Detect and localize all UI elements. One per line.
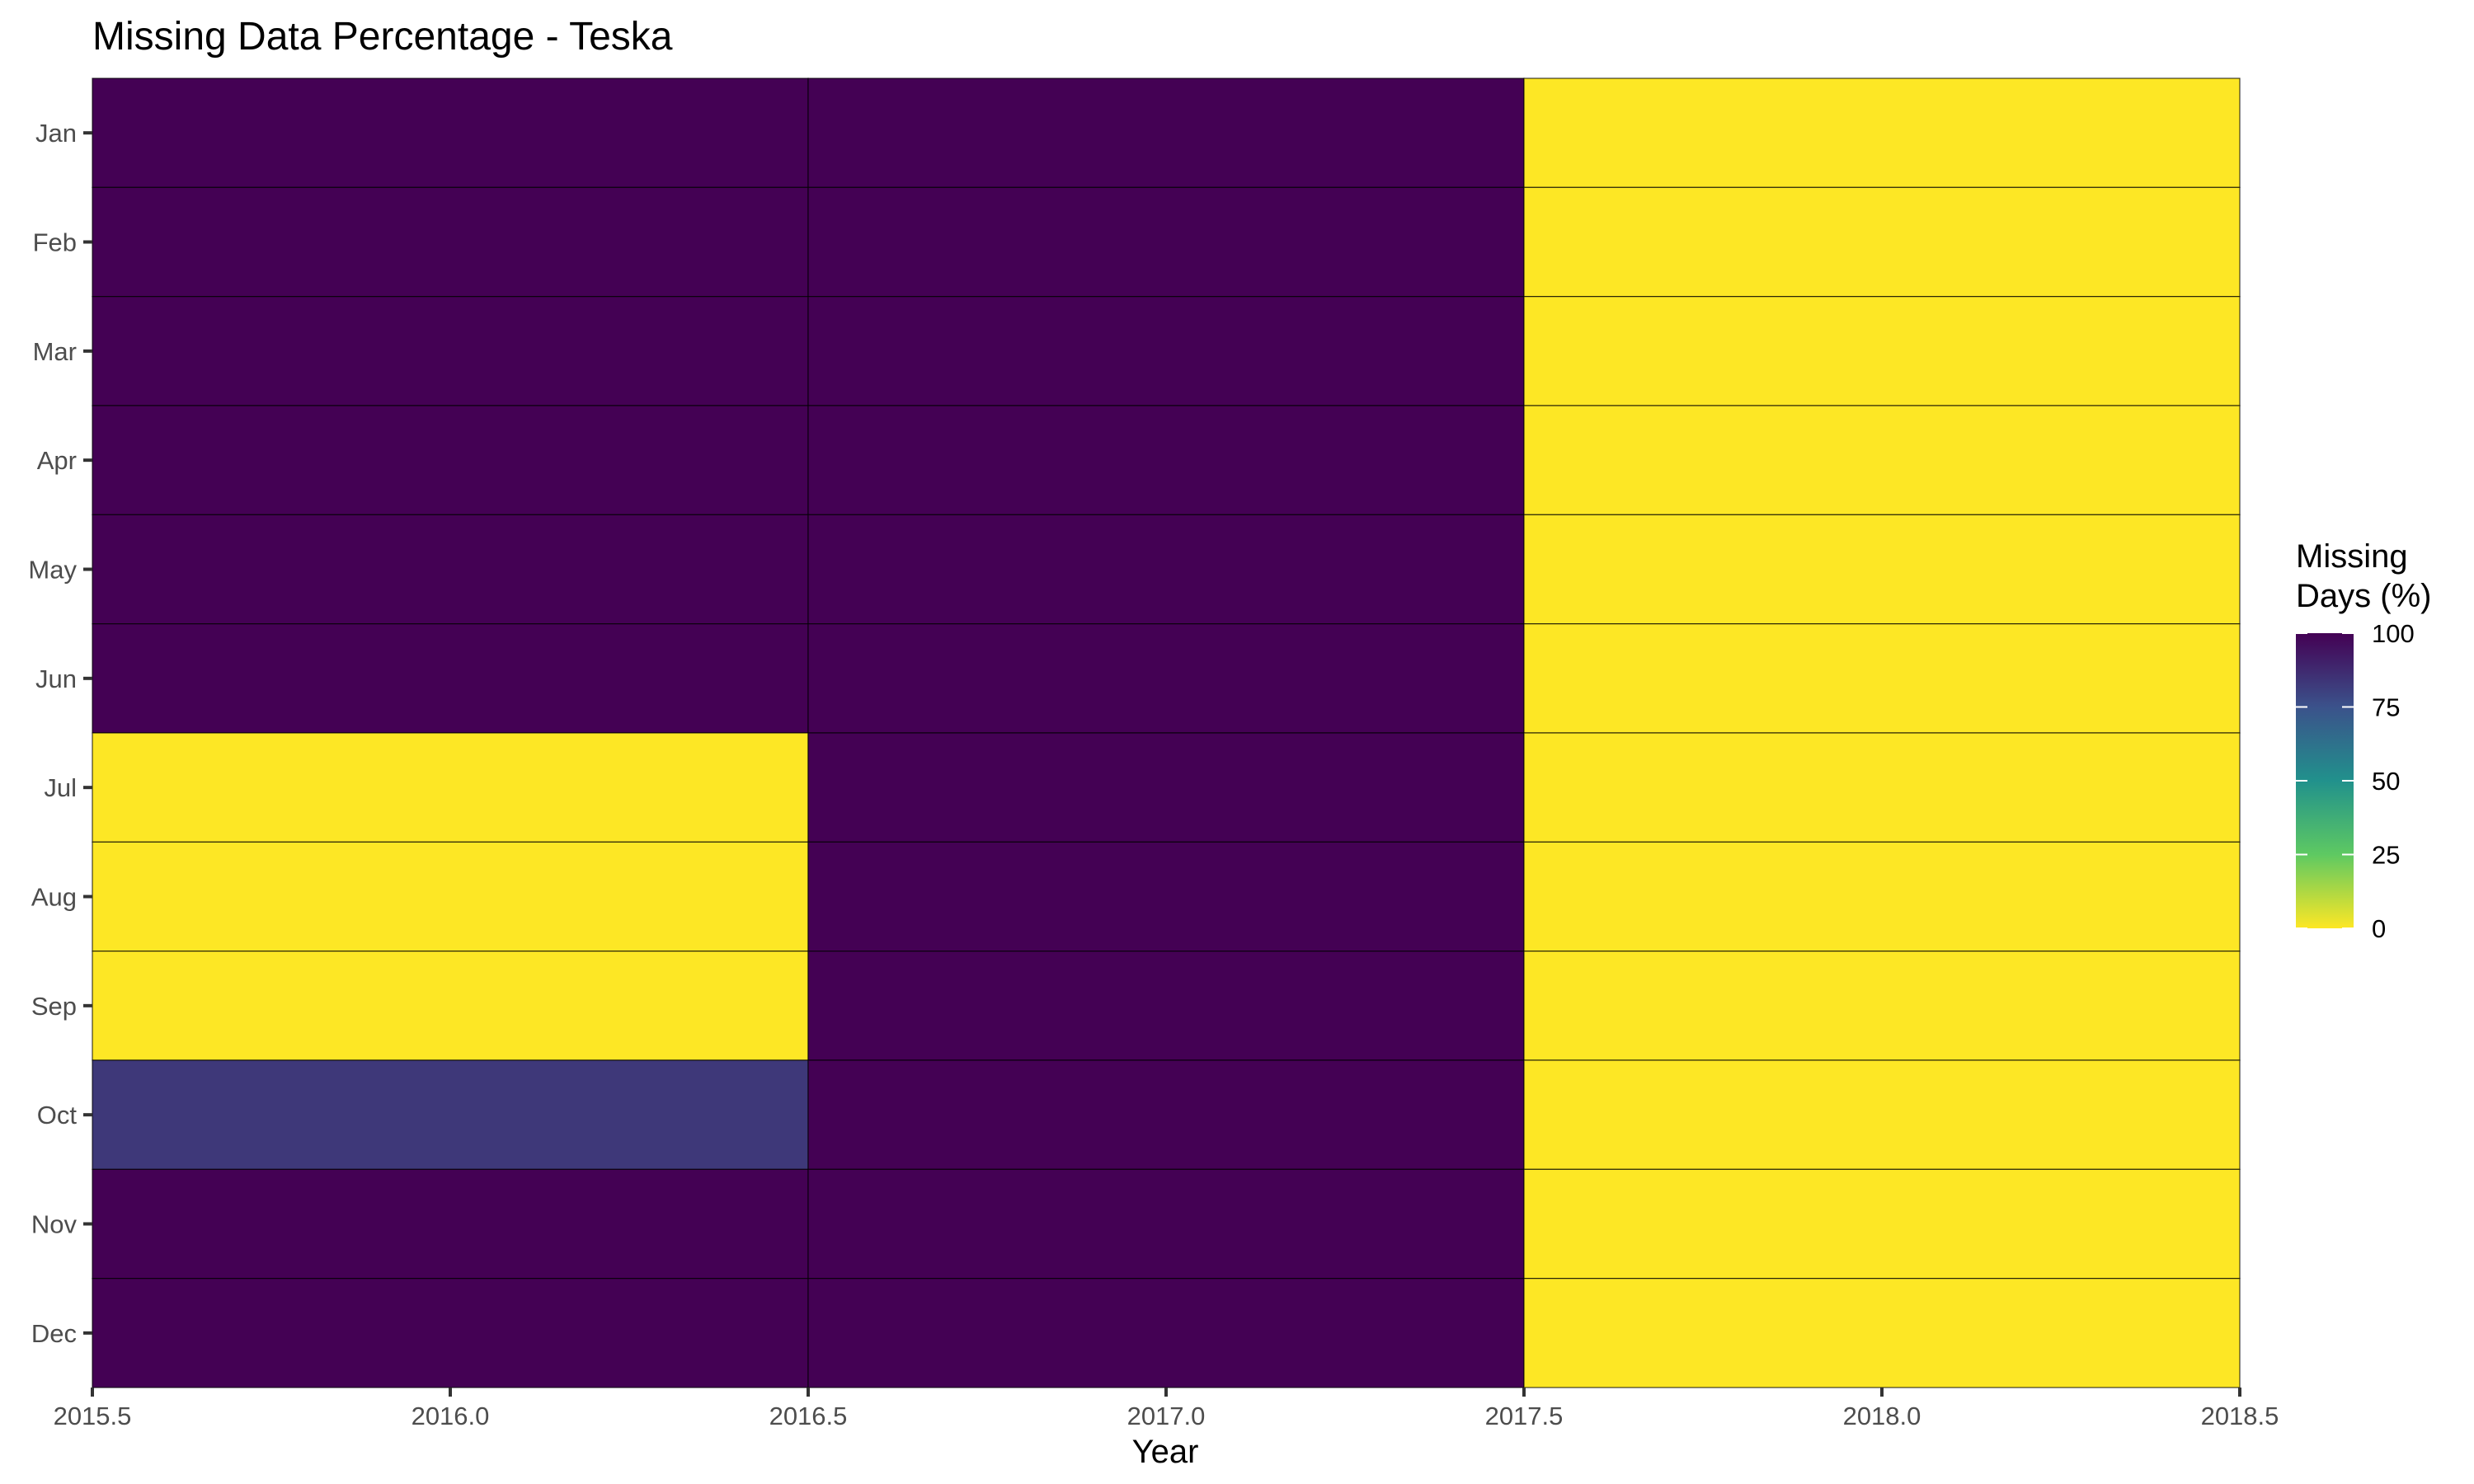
y-tick-label-jul: Jul [44,773,77,802]
legend-title-line-2: Days (%) [2296,578,2431,614]
heatmap-cell-oct-2017 [807,1059,1525,1170]
heatmap-cell-aug-2016 [92,841,809,952]
heatmap-cell-mar-2018 [1523,296,2241,406]
y-axis: Jan Feb Mar Apr May Jun Jul Aug Sep Oct Nov Dec [28,119,92,1348]
heatmap-cell-aug-2017 [807,841,1525,952]
y-tick-label-feb: Feb [33,228,77,257]
heatmap-cell-apr-2016 [92,405,809,515]
heatmap-cell-feb-2018 [1523,186,2241,298]
heatmap-cell-sep-2016 [92,951,809,1061]
x-tick-label-2016-0: 2016.0 [412,1402,490,1430]
y-tick-label-nov: Nov [31,1210,78,1239]
y-tick-label-apr: Apr [37,446,77,475]
heatmap-cell-jan-2016 [92,77,809,188]
heatmap-cell-jun-2018 [1523,623,2241,734]
legend-tick-label-75: 75 [2372,693,2400,722]
x-tick-label-2015-5: 2015.5 [54,1402,132,1430]
heatmap-cell-may-2016 [92,514,809,625]
heatmap-cell-aug-2018 [1523,841,2241,952]
x-axis-title: Year [1132,1434,1199,1470]
heatmap-cell-feb-2017 [807,186,1525,298]
heatmap-cell-jan-2018 [1523,77,2241,188]
heatmap-cell-feb-2016 [92,186,809,298]
heatmap-cell-sep-2017 [807,951,1525,1061]
heatmap-cell-oct-2016 [92,1059,809,1170]
legend-tick-label-25: 25 [2372,841,2400,870]
heatmap-cell-dec-2018 [1523,1278,2241,1388]
heatmap-cell-mar-2016 [92,296,809,406]
heatmap-cell-dec-2017 [807,1278,1525,1388]
y-tick-label-jun: Jun [35,665,77,693]
heatmap-cell-jan-2017 [807,77,1525,188]
y-tick-label-dec: Dec [31,1319,77,1348]
heatmap-cell-dec-2016 [92,1278,809,1388]
heatmap-cell-sep-2018 [1523,951,2241,1061]
y-tick-label-mar: Mar [33,337,77,366]
heatmap-cell-jul-2017 [807,732,1525,843]
x-tick-label-2016-5: 2016.5 [769,1402,848,1430]
heatmap-cell-jul-2018 [1523,732,2241,843]
x-tick-label-2017-5: 2017.5 [1485,1402,1564,1430]
heatmap-cell-may-2018 [1523,514,2241,625]
x-tick-label-2018-0: 2018.0 [1843,1402,1921,1430]
x-tick-label-2018-5: 2018.5 [2201,1402,2279,1430]
y-tick-label-may: May [28,556,77,585]
heatmap-cell-apr-2018 [1523,405,2241,515]
heatmap-cell-may-2017 [807,514,1525,625]
legend-title-line-1: Missing [2296,538,2408,575]
heatmap-cell-jul-2016 [92,732,809,843]
heatmap-cell-jun-2017 [807,623,1525,734]
heatmap-cells [92,77,2241,1388]
x-tick-label-2017-0: 2017.0 [1127,1402,1206,1430]
x-axis: 2015.5 2016.0 2016.5 2017.0 2017.5 2018.0 2018… [54,1388,2279,1430]
heatmap-cell-apr-2017 [807,405,1525,515]
y-tick-label-oct: Oct [37,1101,78,1129]
legend-tick-label-100: 100 [2372,619,2415,648]
heatmap-cell-oct-2018 [1523,1059,2241,1170]
heatmap-cell-nov-2016 [92,1168,809,1280]
heatmap-cell-mar-2017 [807,296,1525,406]
heatmap-cell-nov-2018 [1523,1168,2241,1280]
y-tick-label-sep: Sep [31,992,77,1021]
legend-tick-label-0: 0 [2372,914,2386,943]
legend-tick-label-50: 50 [2372,767,2400,796]
y-tick-label-jan: Jan [35,119,77,148]
color-legend: Missing Days (%) 100 75 50 25 0 [2296,538,2431,943]
y-tick-label-aug: Aug [31,883,77,912]
heatmap-cell-nov-2017 [807,1168,1525,1280]
chart-title: Missing Data Percentage - Teska [92,15,673,59]
heatmap-cell-jun-2016 [92,623,809,734]
